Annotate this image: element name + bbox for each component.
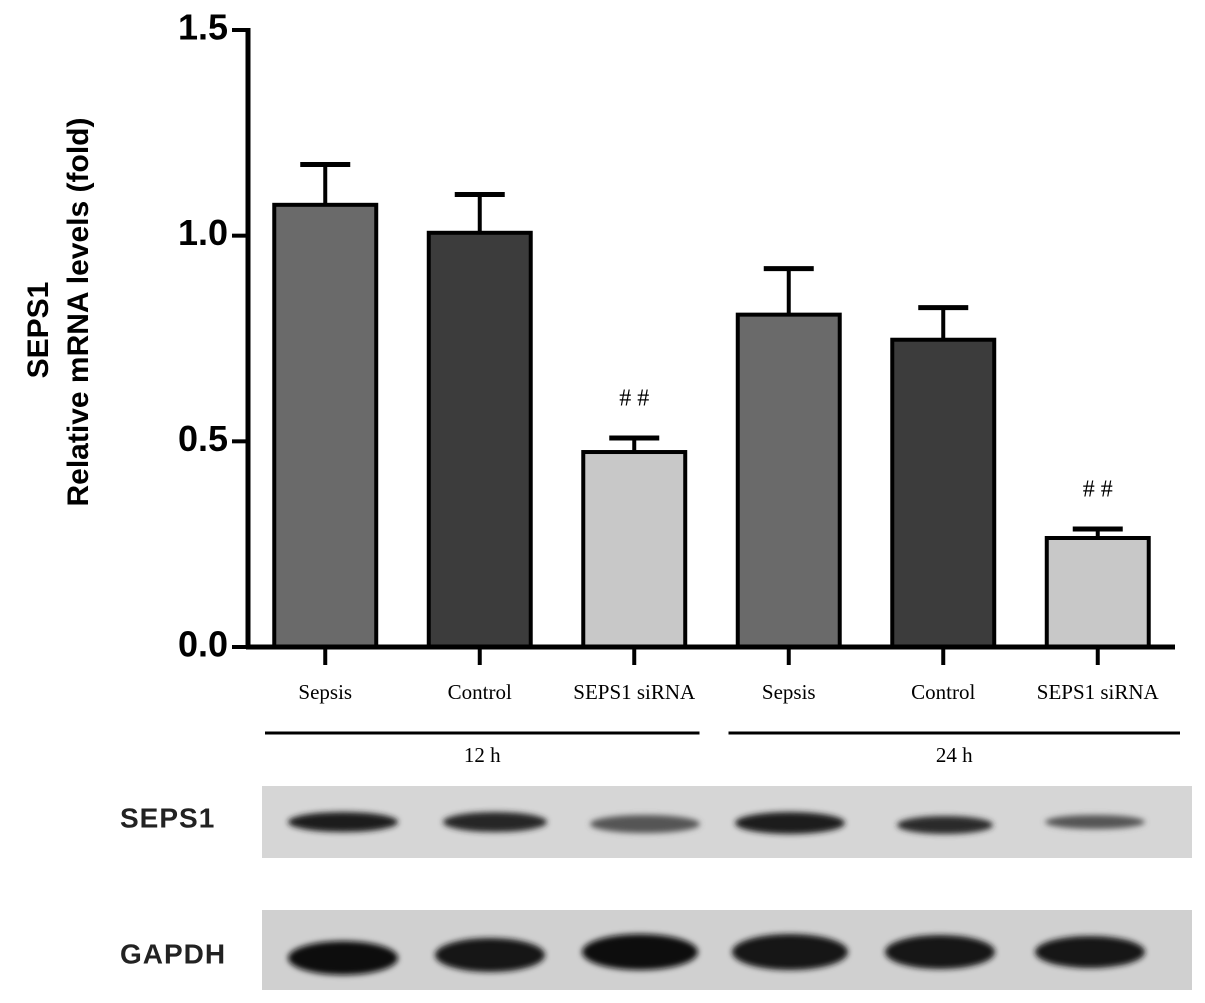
y-tick-label: 1.5 bbox=[178, 7, 228, 48]
group-label: 12 h bbox=[464, 743, 501, 767]
bar bbox=[1044, 535, 1151, 649]
bar bbox=[272, 202, 379, 649]
y-tick-label: 0.0 bbox=[178, 624, 228, 665]
bar bbox=[581, 450, 688, 650]
x-tick-label: SEPS1 siRNA bbox=[573, 680, 696, 704]
y-axis-label: SEPS1 bbox=[22, 282, 55, 379]
blot-label: SEPS1 bbox=[120, 802, 215, 833]
group-label: 24 h bbox=[936, 743, 973, 767]
x-tick-label: Sepsis bbox=[762, 680, 816, 704]
blot-label: GAPDH bbox=[120, 938, 226, 969]
x-tick-label: Control bbox=[911, 680, 975, 704]
y-axis-label: Relative mRNA levels (fold) bbox=[62, 118, 95, 507]
blot-bands bbox=[288, 812, 1145, 975]
bar bbox=[426, 230, 533, 650]
y-tick-label: 1.0 bbox=[178, 212, 228, 253]
bar bbox=[890, 337, 997, 649]
x-tick-label: Control bbox=[448, 680, 512, 704]
blot-strip bbox=[262, 786, 1192, 858]
x-tick-label: SEPS1 siRNA bbox=[1037, 680, 1160, 704]
bar bbox=[735, 312, 842, 649]
y-tick-label: 0.5 bbox=[178, 418, 228, 459]
significance-label: # # bbox=[1083, 476, 1113, 502]
x-tick-label: Sepsis bbox=[298, 680, 352, 704]
significance-label: # # bbox=[619, 386, 649, 412]
